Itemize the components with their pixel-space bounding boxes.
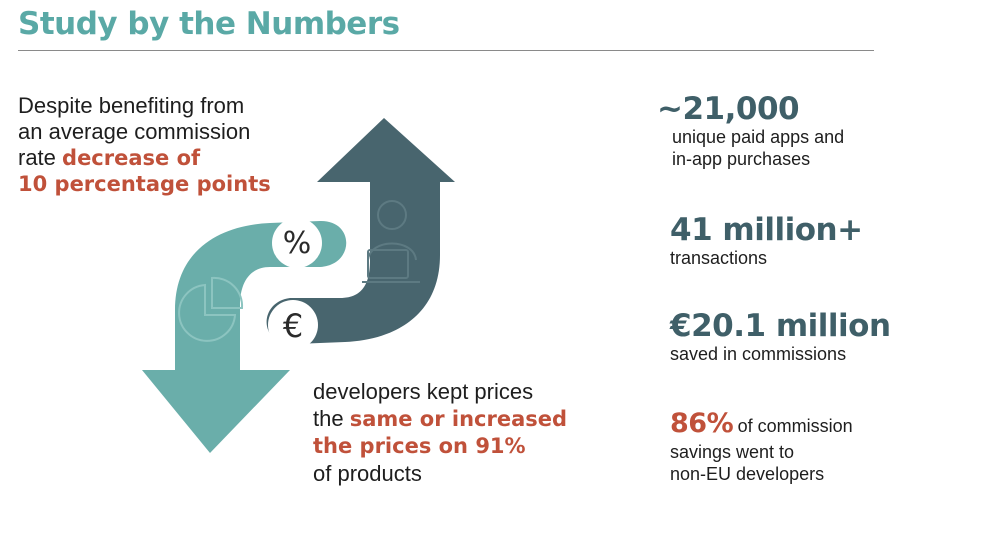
stat-transactions-desc: transactions (670, 248, 768, 268)
stat-non-eu: 86% of commission savings went to non-EU… (670, 407, 853, 485)
prices-line-2: the same or increased (313, 405, 633, 433)
stat-non-eu-inline: of commission (737, 416, 853, 436)
prices-statement: developers kept prices the same or incre… (313, 378, 633, 487)
stat-apps-desc-2: in-app purchases (672, 149, 811, 169)
arrow-down-icon (142, 220, 347, 453)
euro-icon: € (268, 300, 318, 350)
prices-line-4: of products (313, 461, 422, 486)
prices-line-2-prefix: the (313, 406, 350, 431)
commission-line-1: Despite benefiting from (18, 93, 245, 118)
euro-symbol: € (283, 307, 303, 345)
stat-savings: €20.1 million saved in commissions (670, 309, 891, 365)
stat-transactions-value: 41 million+ (670, 212, 863, 248)
stat-non-eu-value: 86% (670, 408, 734, 439)
commission-line-2: an average commission (18, 119, 251, 144)
stat-apps-value: ~21,000 (657, 91, 800, 127)
stat-apps-desc-1: unique paid apps and (672, 127, 845, 147)
commission-highlight-2: 10 percentage points (18, 172, 271, 196)
stat-apps: ~21,000 unique paid apps and in-app purc… (657, 92, 844, 170)
arrow-up-icon (266, 118, 455, 345)
pie-chart-icon (178, 276, 244, 342)
stat-non-eu-desc-2: non-EU developers (670, 464, 825, 484)
stat-savings-value: €20.1 million (670, 308, 891, 344)
prices-highlight-2: the prices on 91% (313, 434, 526, 458)
page-title: Study by the Numbers (18, 6, 400, 42)
percent-symbol: % (283, 226, 312, 261)
commission-line-3: rate decrease of (18, 145, 318, 171)
percent-icon: % (272, 218, 322, 268)
commission-line-3-prefix: rate (18, 145, 63, 170)
commission-statement: Despite benefiting from an average commi… (18, 93, 318, 197)
title-divider (18, 50, 874, 51)
stat-transactions: 41 million+ transactions (670, 213, 863, 269)
stat-non-eu-headline: 86% of commission (670, 407, 853, 441)
prices-highlight-1: same or increased (349, 407, 568, 431)
stat-non-eu-desc-1: savings went to (670, 442, 795, 462)
prices-line-1: developers kept prices (313, 379, 534, 404)
person-laptop-icon (362, 200, 420, 283)
stat-savings-desc: saved in commissions (670, 344, 847, 364)
commission-highlight-1: decrease of (62, 146, 201, 170)
exchange-arrows-graphic: % € (142, 118, 455, 453)
